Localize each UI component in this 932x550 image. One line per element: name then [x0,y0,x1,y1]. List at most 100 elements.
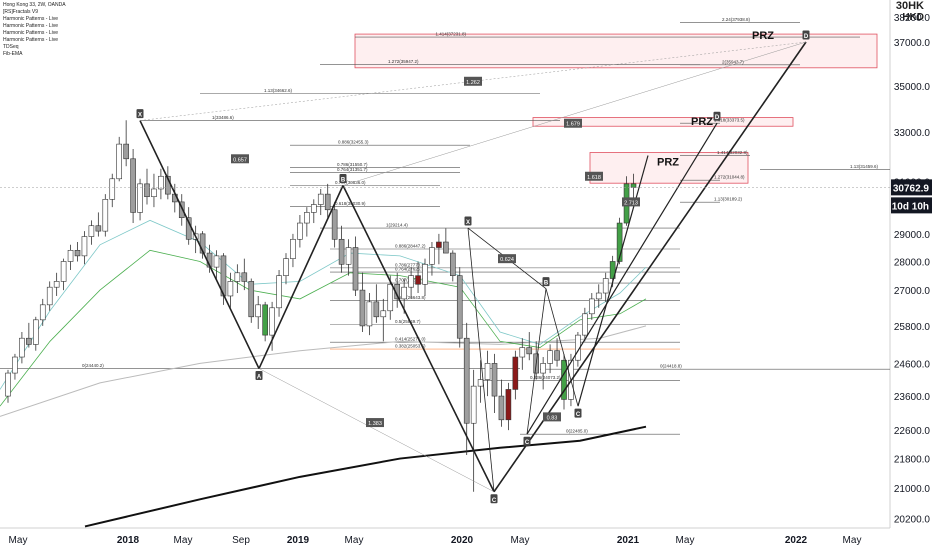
indicator-label[interactable]: TDSeq [3,44,19,50]
fib-level-label: 1.618(33373.5) [714,118,745,123]
last-price-value: 30762.9 [893,183,930,194]
candle-body [616,222,623,262]
pattern-point-badge [574,408,582,418]
time-tick-label: Sep [232,535,250,546]
time-tick-label: May [843,535,862,546]
pattern-point-badge [490,494,498,504]
indicator-label[interactable]: Harmonic Patterns - Live [3,23,59,29]
pattern-point-badge [136,109,144,119]
pattern-leg [342,185,495,493]
prz-label: PRZ [691,116,713,128]
candle-body [290,238,296,259]
price-tick-label: 21800.0 [894,455,931,466]
candle-body [352,247,359,291]
candle-body [595,292,602,300]
candle-body [46,286,53,306]
pattern-point-badge [255,371,263,381]
candle-body [512,356,519,390]
indicator-label[interactable]: Fib-EMA [3,51,23,57]
ema-mid-line [0,325,647,417]
candle-body [345,247,352,265]
candle-body [130,158,136,213]
pattern-leg [467,227,495,492]
pattern-point-badge [713,111,721,121]
indicator-label[interactable]: Harmonic Patterns - Live [3,16,59,22]
candle-body [498,395,505,421]
candle-body [373,301,380,318]
candle-body [408,275,414,288]
symbol-short: 30HK [895,0,924,12]
time-tick-label: 2019 [287,535,310,546]
price-tick-label: 29000.0 [894,230,931,241]
pattern-leg [526,122,718,435]
ratio-tag-label: 1.262 [466,80,480,86]
last-price-badge [891,179,932,196]
time-tick-label: 2020 [451,535,474,546]
fib-level-label: 2(35943.7) [722,59,744,64]
fib-level-label: 0.886(28447.2) [395,243,426,248]
pattern-point-label: D [715,115,720,121]
candle-body [32,319,39,345]
candle-body [60,261,67,282]
candle-body [547,350,553,364]
candle-body [158,175,164,190]
candles [5,120,637,492]
fib-level-label: 1.414(32032.8) [717,150,748,155]
ema-short-line [0,249,647,407]
fib-level-label: 0.236(24073.2) [530,375,561,380]
time-tick-label: May [676,535,695,546]
candle-body [380,310,387,318]
candle-body [269,307,275,336]
candle-body [470,385,477,424]
candle-body [199,233,206,254]
candle-body [401,286,407,300]
time-tick-label: 2022 [785,535,808,546]
candle-body [443,241,449,254]
candle-body [456,275,463,339]
price-tick-label: 27000.0 [894,286,931,297]
candle-body [505,389,512,421]
pattern-leg [526,288,547,435]
candle-body [304,212,310,224]
pattern-leg [577,155,649,407]
ratio-tag-badge [498,254,516,264]
fib-level-label: 0.764(31351.7) [337,167,368,172]
pattern-guide [258,368,495,492]
fib-level-label: 1.13(31459.6) [850,164,879,169]
candle-body [324,193,331,211]
pattern-leg [545,288,579,407]
chart-info-panel: Hong Kong 33, 2W, OANDA [RS]Fractals V9 … [3,2,66,58]
ratio-tag-badge [366,418,384,428]
candle-body [331,209,338,240]
indicator-label[interactable]: Harmonic Patterns - Live [3,37,59,43]
fib-level-label: 0(24440.2) [82,363,104,368]
price-tick-label: 22600.0 [894,426,931,437]
price-tick-label: 25800.0 [894,322,931,333]
currency-label: HKD [902,12,924,23]
candle-body [137,183,143,213]
fib-level-label: 1.272(31044.8) [714,175,745,180]
candle-body [429,247,435,265]
prz-zone [589,152,749,184]
candle-body [109,178,116,200]
chart-title: Hong Kong 33, 2W, OANDA [3,2,66,8]
candle-body [422,263,428,285]
indicator-label[interactable]: [RS]Fractals V9 [3,9,39,15]
candle-body [227,281,234,297]
indicator-label[interactable]: Harmonic Patterns - Live [3,30,59,36]
pattern-point-badge [542,277,550,287]
candle-body [602,278,609,294]
candle-body [630,183,637,188]
pattern-point-badge [802,30,810,40]
candle-body [526,347,533,355]
fib-level-label: 1.272(35947.2) [388,59,419,64]
candle-body [88,225,95,237]
candle-body [415,275,421,285]
candle-body [144,183,150,198]
fib-level-label: 0.382(25053.6) [395,344,426,349]
ratio-tag-badge [543,412,561,422]
candle-body [359,289,366,327]
candle-body [234,272,241,282]
pattern-point-label: A [257,375,262,381]
